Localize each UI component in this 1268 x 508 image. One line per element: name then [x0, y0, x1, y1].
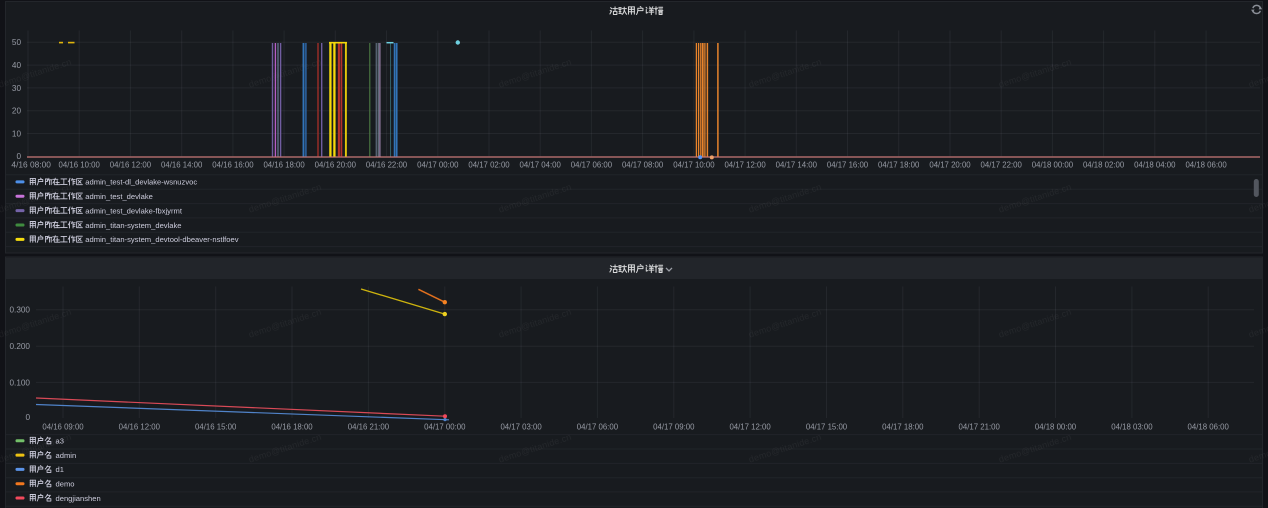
svg-text:04/17 20:00: 04/17 20:00 [929, 161, 971, 170]
svg-text:0: 0 [25, 413, 30, 422]
svg-text:04/18 00:00: 04/18 00:00 [1035, 422, 1077, 431]
svg-text:20: 20 [12, 107, 22, 116]
svg-text:04/16 18:00: 04/16 18:00 [263, 161, 305, 170]
svg-text:04/16 10:00: 04/16 10:00 [59, 161, 101, 170]
svg-text:04/16 16:00: 04/16 16:00 [212, 161, 254, 170]
svg-text:04/17 18:00: 04/17 18:00 [878, 161, 920, 170]
svg-text:04/17 04:00: 04/17 04:00 [520, 161, 562, 170]
svg-text:0: 0 [16, 152, 21, 161]
svg-text:04/17 00:00: 04/17 00:00 [424, 422, 466, 431]
svg-text:50: 50 [12, 38, 22, 47]
svg-text:0.300: 0.300 [10, 306, 31, 315]
svg-text:30: 30 [12, 84, 22, 93]
svg-text:04/17 06:00: 04/17 06:00 [577, 422, 619, 431]
svg-text:4/16 08:00: 4/16 08:00 [11, 161, 51, 170]
svg-text:04/16 12:00: 04/16 12:00 [119, 422, 161, 431]
svg-text:04/18 03:00: 04/18 03:00 [1111, 422, 1153, 431]
svg-text:04/17 06:00: 04/17 06:00 [571, 161, 613, 170]
svg-text:04/17 22:00: 04/17 22:00 [981, 161, 1023, 170]
svg-text:04/16 12:00: 04/16 12:00 [110, 161, 152, 170]
svg-text:04/16 22:00: 04/16 22:00 [366, 161, 408, 170]
svg-text:04/17 14:00: 04/17 14:00 [776, 161, 818, 170]
svg-text:admin_titan-system_devtool-dbe: admin_titan-system_devtool-dbeaver-nstlf… [85, 235, 238, 244]
svg-text:04/17 15:00: 04/17 15:00 [806, 422, 848, 431]
svg-text:10: 10 [12, 129, 22, 138]
svg-text:04/17 02:00: 04/17 02:00 [468, 161, 510, 170]
svg-text:04/17 10:00: 04/17 10:00 [673, 161, 715, 170]
svg-text:04/17 03:00: 04/17 03:00 [500, 422, 542, 431]
svg-text:40: 40 [12, 61, 22, 70]
svg-text:04/16 14:00: 04/16 14:00 [161, 161, 203, 170]
svg-text:04/18 06:00: 04/18 06:00 [1188, 422, 1230, 431]
svg-text:admin_titan-system_devlake: admin_titan-system_devlake [85, 221, 181, 230]
svg-text:04/17 16:00: 04/17 16:00 [827, 161, 869, 170]
svg-text:04/16 09:00: 04/16 09:00 [42, 422, 84, 431]
svg-text:0.100: 0.100 [10, 378, 31, 387]
svg-text:demo: demo [56, 480, 75, 489]
svg-text:04/18 02:00: 04/18 02:00 [1083, 161, 1125, 170]
svg-text:04/18 06:00: 04/18 06:00 [1185, 161, 1227, 170]
svg-text:a3: a3 [56, 437, 64, 446]
svg-text:04/17 12:00: 04/17 12:00 [729, 422, 771, 431]
svg-text:04/16 21:00: 04/16 21:00 [348, 422, 390, 431]
svg-text:admin_test_devlake: admin_test_devlake [85, 192, 153, 201]
svg-text:dengjianshen: dengjianshen [56, 494, 101, 503]
svg-text:d1: d1 [56, 465, 64, 474]
svg-text:04/17 12:00: 04/17 12:00 [724, 161, 766, 170]
svg-text:admin_test-dl_devlake-wsnuzvoc: admin_test-dl_devlake-wsnuzvoc [85, 178, 197, 187]
svg-text:04/18 00:00: 04/18 00:00 [1032, 161, 1074, 170]
svg-text:04/16 20:00: 04/16 20:00 [315, 161, 357, 170]
svg-text:04/16 18:00: 04/16 18:00 [271, 422, 313, 431]
svg-text:04/17 21:00: 04/17 21:00 [959, 422, 1001, 431]
svg-text:admin: admin [56, 451, 77, 460]
svg-text:04/17 09:00: 04/17 09:00 [653, 422, 695, 431]
svg-text:04/17 08:00: 04/17 08:00 [622, 161, 664, 170]
svg-text:04/16 15:00: 04/16 15:00 [195, 422, 237, 431]
svg-text:04/17 00:00: 04/17 00:00 [417, 161, 459, 170]
svg-text:admin_test_devlake-fbxjyrmt: admin_test_devlake-fbxjyrmt [85, 206, 183, 215]
svg-text:0.200: 0.200 [10, 342, 31, 351]
svg-text:04/18 04:00: 04/18 04:00 [1134, 161, 1176, 170]
svg-text:04/17 18:00: 04/17 18:00 [882, 422, 924, 431]
